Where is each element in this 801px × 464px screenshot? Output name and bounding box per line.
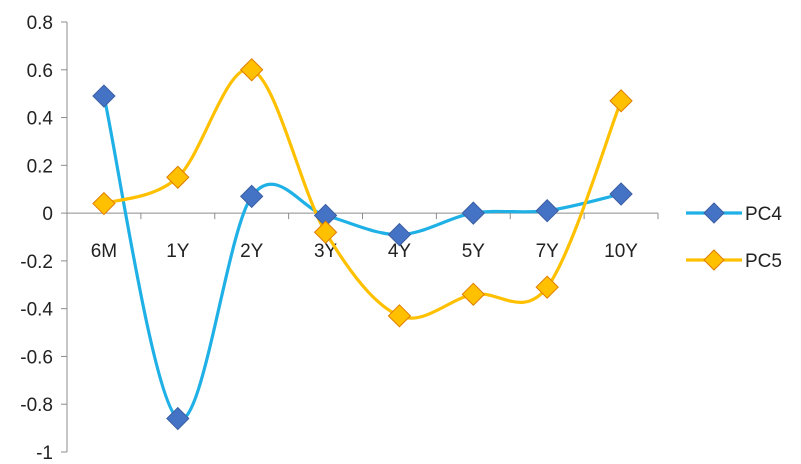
legend-marker <box>703 249 725 271</box>
data-point-pc5 <box>239 58 264 82</box>
data-point-pc5 <box>92 191 116 216</box>
data-point-pc4 <box>387 222 412 247</box>
data-point-pc5 <box>609 89 633 113</box>
y-tick-label: 0.6 <box>27 61 53 82</box>
x-axis-ticks: 6M 1Y 2Y 3Y 4Y 5Y 7Y 10Y <box>66 213 659 262</box>
x-tick-label: 2Y <box>240 241 264 262</box>
y-tick-label: -0.8 <box>20 395 53 416</box>
axes <box>66 22 658 452</box>
data-point-pc4 <box>92 84 116 108</box>
data-point-pc4 <box>609 182 633 206</box>
legend-item-pc4: PC4 <box>686 202 782 225</box>
y-tick-label: 0.2 <box>27 156 53 177</box>
legend-marker <box>703 202 725 224</box>
y-tick-label: -0.2 <box>20 252 53 273</box>
data-point-pc4 <box>239 184 264 209</box>
data-point-pc4 <box>461 201 486 225</box>
x-tick-label: 5Y <box>462 241 486 262</box>
legend-label: PC4 <box>745 204 782 225</box>
y-tick-label: -0.4 <box>20 300 53 321</box>
x-tick-label: 1Y <box>166 241 190 262</box>
x-tick-label: 10Y <box>604 241 638 262</box>
x-tick-label: 4Y <box>388 241 412 262</box>
y-tick-label: -1 <box>36 443 53 464</box>
x-tick-label: 6M <box>91 241 117 262</box>
legend-item-pc5: PC5 <box>686 249 782 272</box>
y-tick-label: 0.4 <box>27 109 54 130</box>
data-point-pc5 <box>535 275 559 299</box>
y-tick-label: -0.6 <box>20 347 53 368</box>
y-tick-label: 0 <box>42 204 53 225</box>
x-tick-label: 3Y <box>314 241 338 262</box>
data-point-pc4 <box>535 199 559 223</box>
legend: PC4 PC5 <box>686 202 782 272</box>
data-point-pc4 <box>166 406 190 431</box>
series-markers <box>92 58 633 431</box>
y-tick-label: 0.8 <box>27 13 53 34</box>
data-point-pc5 <box>387 304 412 328</box>
series-line-pc4 <box>102 94 623 421</box>
data-point-pc5 <box>313 220 338 244</box>
legend-label: PC5 <box>745 251 782 272</box>
data-point-pc5 <box>166 165 190 189</box>
x-tick-label: 7Y <box>536 241 560 262</box>
data-point-pc5 <box>461 282 486 307</box>
y-axis-ticks: 0.8 0.6 0.4 0.2 0 -0.2 -0.4 -0.6 -0.8 -1 <box>20 13 67 464</box>
